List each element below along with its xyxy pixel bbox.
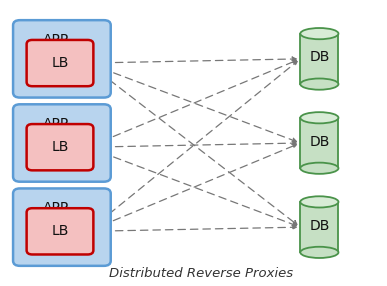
FancyBboxPatch shape — [27, 40, 93, 86]
FancyBboxPatch shape — [13, 188, 111, 266]
Text: APP: APP — [43, 201, 69, 215]
Text: DB: DB — [309, 219, 330, 233]
Bar — [300, 118, 339, 168]
Bar — [300, 34, 339, 84]
Text: APP: APP — [43, 33, 69, 47]
Text: LB: LB — [51, 56, 68, 70]
Text: APP: APP — [43, 117, 69, 131]
FancyBboxPatch shape — [27, 124, 93, 170]
Text: Distributed Reverse Proxies: Distributed Reverse Proxies — [109, 267, 293, 280]
FancyBboxPatch shape — [27, 208, 93, 255]
Ellipse shape — [300, 196, 339, 208]
Ellipse shape — [300, 28, 339, 39]
FancyBboxPatch shape — [13, 104, 111, 182]
Text: DB: DB — [309, 135, 330, 149]
Ellipse shape — [300, 163, 339, 174]
Ellipse shape — [300, 78, 339, 90]
Text: LB: LB — [51, 224, 68, 238]
FancyBboxPatch shape — [13, 20, 111, 98]
Ellipse shape — [300, 247, 339, 258]
Text: LB: LB — [51, 140, 68, 154]
Text: DB: DB — [309, 50, 330, 64]
Ellipse shape — [300, 112, 339, 123]
Bar — [300, 202, 339, 252]
